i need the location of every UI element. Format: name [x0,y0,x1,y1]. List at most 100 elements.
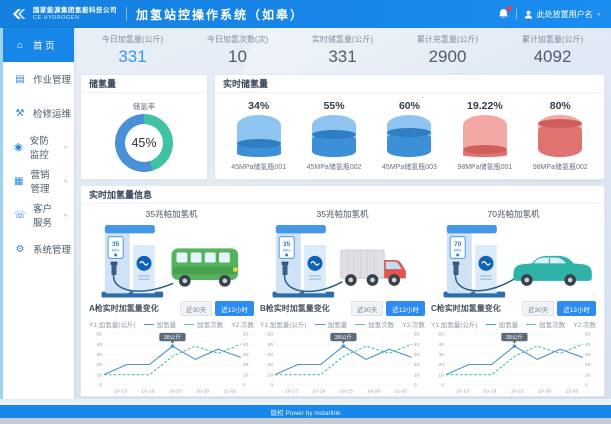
svg-text:10-13: 10-13 [114,389,127,394]
sidebar-item-security-monitoring[interactable]: ◉ 安防监控 ∨ [3,130,74,164]
svg-text:30: 30 [243,352,249,358]
sidebar-item-system-management[interactable]: ⚙ 系统管理 [3,232,74,266]
panel-title: 实时储氢量 [215,75,604,93]
bar-chart-icon: ▦ [14,175,24,187]
user-menu[interactable]: 此处放置用户名 ∨ [524,9,601,20]
notification-bell-icon[interactable] [498,6,512,20]
y2-axis-label: Y2:次数 [573,322,596,329]
svg-text:50: 50 [585,332,591,338]
logo-text-cn: 国家能源集团氢能科技公司 [33,6,117,14]
tank-percent: 60% [398,100,420,112]
cylinder-gauge [312,115,357,157]
logo-text-en: CE HYDROGEN [33,14,80,21]
panel-title: 实时加氢量信息 [81,186,604,204]
tank-gauge: 55% 45MPa储氢瓶002 [298,100,370,172]
svg-text:MPa: MPa [454,249,463,253]
svg-text:10-18: 10-18 [141,389,154,394]
line-chart-c: 0 0 10 10 20 20 30 30 40 40 50 50 10-13 10-18 10-23 10-… [438,332,591,394]
sidebar-item-home[interactable]: ⌂ 首 页 [3,28,74,62]
stat-realtime-storage: 实时储氢量(公斤) 331 [290,34,395,67]
svg-text:10-28: 10-28 [367,389,380,394]
legend-amount: 加氢量 [143,319,176,329]
tank-label: 45MPa储氢瓶003 [382,164,437,171]
stat-label: 累计加氢量(公斤) [521,34,584,44]
sidebar-item-label: 系统管理 [33,245,72,256]
svg-text:50: 50 [414,332,420,338]
stat-total-refueled: 累计加氢量(公斤) 4092 [500,34,605,67]
legend-count: 加氢次数 [184,319,223,329]
storage-panel: 储氢量 储氢率 45% [80,74,208,180]
svg-text:38公斤: 38公斤 [506,333,523,341]
svg-text:10: 10 [243,373,249,379]
top-header-bar: 国家能源集团氢能科技公司 CE HYDROGEN 加氢站控操作系统（如皋） 此处… [0,0,611,28]
tank-label: 45MPa储氢瓶001 [231,164,287,171]
svg-text:40: 40 [438,342,444,348]
range-30d-button[interactable]: 近30天 [522,301,555,316]
sidebar-item-label: 作业管理 [33,75,72,86]
svg-text:20: 20 [585,362,591,368]
range-30d-button[interactable]: 近30天 [351,301,384,316]
user-icon [524,10,532,19]
sidebar-nav: ⌂ 首 页 ▤ 作业管理 ⚒ 检修运维 ◉ 安防监控 ∨ ▦ 营销管理 ∨ [0,28,74,399]
svg-text:30: 30 [438,352,444,358]
svg-text:20: 20 [414,362,420,368]
svg-text:40: 40 [243,342,249,348]
legend-count: 加氢次数 [355,319,394,329]
svg-text:20: 20 [267,362,273,368]
stat-value: 331 [328,46,357,66]
svg-text:10-13: 10-13 [285,389,298,394]
svg-text:35: 35 [112,241,120,248]
sidebar-item-job-management[interactable]: ▤ 作业管理 [3,62,74,96]
svg-text:30: 30 [96,352,102,358]
chart-title: A枪实时加氢量变化 [89,304,159,313]
chevron-down-icon: ∨ [63,178,68,184]
svg-text:35: 35 [283,241,291,248]
stat-today-refueled: 今日加氢量(公斤) 331 [80,34,185,67]
tank-label: 45MPa储氢瓶002 [306,164,362,171]
sidebar-item-label: 客户服务 [33,204,53,229]
stat-total-charged: 累计充氢量(公斤) 2900 [395,34,500,67]
tank-gauge: 60% 45MPa储氢瓶003 [373,100,445,172]
dispenser-bus-illustration: 35 MPa [101,225,239,298]
svg-text:50: 50 [438,332,444,338]
header-divider [515,9,517,19]
svg-text:0: 0 [414,383,417,389]
realtime-storage-panel: 实时储氢量 34% 45MPa储氢瓶001 55% 45MPa储氢瓶002 [214,74,605,180]
chevron-down-icon: ∨ [63,212,68,218]
range-12h-button[interactable]: 近12小时 [215,301,254,316]
sidebar-item-label: 安防监控 [29,136,49,161]
chart-title: B枪实时加氢量变化 [260,304,330,313]
range-12h-button[interactable]: 近12小时 [557,301,596,316]
stat-label: 今日加氢量(公斤) [101,34,164,44]
range-12h-button[interactable]: 近12小时 [386,301,425,316]
sidebar-item-maintenance[interactable]: ⚒ 检修运维 [3,96,74,130]
range-30d-button[interactable]: 近30天 [180,301,213,316]
y1-axis-label: Y1:加氢量(公斤) [89,322,136,329]
svg-text:10: 10 [96,373,102,379]
svg-text:50: 50 [267,332,273,338]
svg-text:10-23: 10-23 [511,389,524,394]
footer-spacer [0,399,611,405]
stat-value: 2900 [428,46,467,66]
legend-amount: 加氢量 [485,319,518,329]
stat-value: 4092 [533,46,572,66]
machine-title: 70兆帕加氢机 [487,209,540,219]
svg-text:11-02: 11-02 [395,389,408,394]
machine-title: 35兆帕加氢机 [145,209,198,219]
cylinder-gauge [387,115,432,157]
dispenser-car-illustration: 70 MPa [443,225,592,298]
sidebar-item-customer-service[interactable]: ☏ 客户服务 ∨ [3,198,74,232]
sidebar-item-label: 检修运维 [33,109,72,120]
svg-text:38公斤: 38公斤 [335,333,352,341]
tank-gauge: 19.22% 98MPa储氢瓶001 [449,100,521,172]
y2-axis-label: Y2:次数 [231,322,254,329]
svg-text:20: 20 [438,362,444,368]
svg-text:30: 30 [267,352,273,358]
tank-percent: 34% [248,100,270,112]
y2-axis-label: Y2:次数 [402,322,425,329]
svg-text:0: 0 [243,383,246,389]
svg-text:30: 30 [414,352,420,358]
svg-text:11-02: 11-02 [566,389,579,394]
sidebar-item-marketing-management[interactable]: ▦ 营销管理 ∨ [3,164,74,198]
